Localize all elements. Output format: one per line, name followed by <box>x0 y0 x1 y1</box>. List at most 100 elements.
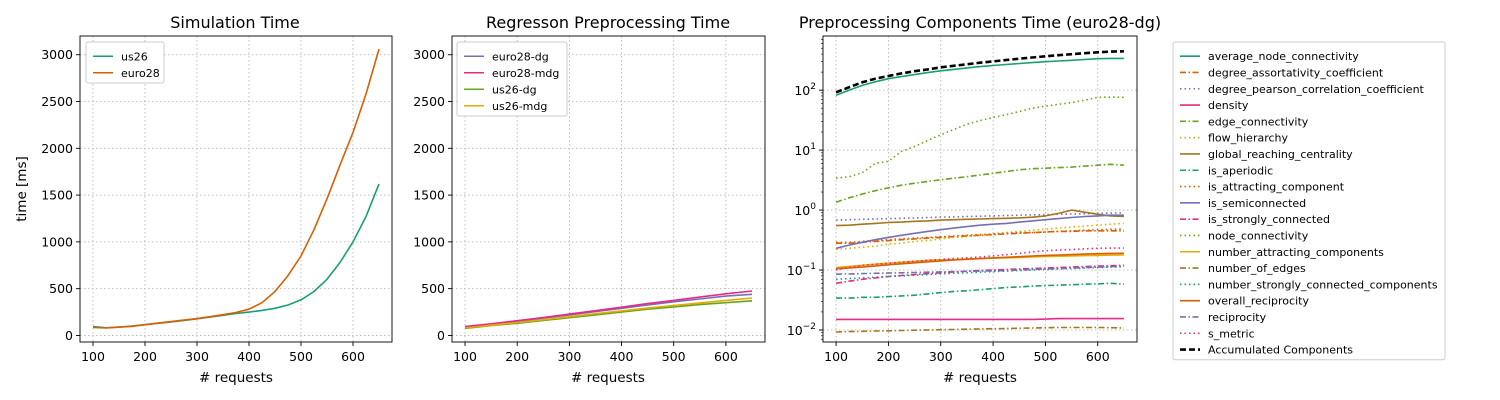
x-tick-label: 200 <box>133 349 157 364</box>
y-tick-label: 1000 <box>413 234 445 249</box>
y-tick-label: 100 <box>794 202 816 218</box>
y-tick-label: 1500 <box>41 188 73 203</box>
legend-label: euro28 <box>121 67 160 80</box>
plot-frame <box>79 35 393 343</box>
legend-label: overall_reciprocity <box>1208 295 1309 308</box>
y-tick-label: 1000 <box>41 234 73 249</box>
x-tick-label: 100 <box>824 349 848 364</box>
series-line-accumulated-components <box>835 50 1124 94</box>
y-tick-label: 500 <box>421 281 445 296</box>
legend-label: euro28-mdg <box>492 67 559 80</box>
x-tick-label: 400 <box>237 349 261 364</box>
series-line-is-strongly-connected <box>835 264 1124 285</box>
series-line-reciprocity <box>836 265 1124 275</box>
y-tick-label: 2500 <box>41 94 73 109</box>
series-line-is-semiconnected <box>835 214 1124 250</box>
y-tick-label: 2000 <box>41 141 73 156</box>
legend-label: global_reaching_centrality <box>1208 148 1353 161</box>
legend: us26 euro28 <box>85 41 165 84</box>
x-tick-label: 100 <box>81 349 105 364</box>
x-tick-label: 400 <box>610 349 634 364</box>
y-tick-label: 10−2 <box>787 322 816 338</box>
x-tick-label: 500 <box>1033 349 1057 364</box>
series-line-is-attracting-component <box>836 228 1124 244</box>
legend-label: degree_assortativity_coefficient <box>1208 66 1384 79</box>
series-line-euro28-mdg <box>464 290 753 328</box>
x-axis-label: # requests <box>943 370 1017 386</box>
x-tick-label: 600 <box>341 349 365 364</box>
x-tick-label: 300 <box>557 349 581 364</box>
y-tick-label: 3000 <box>41 47 73 62</box>
x-tick-label: 600 <box>714 349 738 364</box>
y-tick-label: 2500 <box>413 94 445 109</box>
chart-title: Regresson Preprocessing Time <box>486 13 730 32</box>
x-tick-label: 300 <box>185 349 209 364</box>
legend-label: s_metric <box>1208 327 1255 340</box>
y-tick-label: 102 <box>794 82 816 98</box>
y-axis-label: time [ms] <box>14 156 30 222</box>
series-line-average-node-connectivity <box>835 57 1124 97</box>
preprocessing-components-time-chart: Preprocessing Components Time (euro28-dg… <box>787 13 1446 386</box>
x-tick-label: 300 <box>929 349 953 364</box>
series-line-density <box>836 317 1124 321</box>
chart-title: Preprocessing Components Time (euro28-dg… <box>799 13 1161 32</box>
x-tick-label: 600 <box>1086 349 1110 364</box>
y-tick-label: 3000 <box>413 47 445 62</box>
legend-label: reciprocity <box>1208 311 1267 324</box>
y-tick-label: 0 <box>437 328 445 343</box>
series-line-degree-pearson-correlation-coefficient <box>836 212 1124 221</box>
chart-title: Simulation Time <box>170 13 299 32</box>
plot-frame <box>451 35 766 343</box>
series-line-global-reaching-centrality <box>836 209 1124 227</box>
legend-label: is_aperiodic <box>1208 164 1273 177</box>
legend-label: us26 <box>121 50 148 63</box>
legend-label: is_semiconnected <box>1208 197 1306 210</box>
legend-label: flow_hierarchy <box>1208 132 1289 145</box>
legend-label: degree_pearson_correlation_coefficient <box>1208 83 1425 96</box>
x-axis-label: # requests <box>571 370 645 386</box>
legend-label: number_strongly_connected_components <box>1208 278 1438 291</box>
regression-preprocessing-time-chart: Regresson Preprocessing Time 100 200 300 40… <box>413 13 766 386</box>
x-axis-label: # requests <box>199 370 273 386</box>
legend-label: average_node_connectivity <box>1208 50 1359 63</box>
series-line-node-connectivity <box>836 96 1124 179</box>
x-tick-label: 200 <box>876 349 900 364</box>
x-tick-label: 500 <box>662 349 686 364</box>
y-tick-label: 2000 <box>413 141 445 156</box>
y-tick-label: 101 <box>794 142 816 158</box>
legend: euro28-dg euro28-mdg us26-dg us26-mdg <box>456 41 568 117</box>
legend-label: edge_connectivity <box>1208 115 1309 128</box>
x-tick-label: 500 <box>289 349 313 364</box>
legend-label: Accumulated Components <box>1208 344 1353 357</box>
legend-label: us26-dg <box>492 83 537 96</box>
x-tick-label: 200 <box>505 349 529 364</box>
legend-label: density <box>1208 99 1249 112</box>
legend-label: number_of_edges <box>1208 262 1306 275</box>
y-tick-label: 500 <box>49 281 73 296</box>
legend-label: us26-mdg <box>492 100 547 113</box>
legend-frame <box>1172 41 1446 361</box>
y-tick-label: 10−1 <box>787 262 816 278</box>
series-line-flow-hierarchy <box>836 222 1124 251</box>
legend-label: euro28-dg <box>492 50 549 63</box>
x-tick-label: 100 <box>453 349 477 364</box>
legend-label: number_attracting_components <box>1208 246 1384 259</box>
legend-label: is_strongly_connected <box>1208 213 1330 226</box>
series-line-euro28 <box>92 48 380 329</box>
legend-label: node_connectivity <box>1208 229 1309 242</box>
plot-frame <box>822 35 1138 343</box>
series-line-us26-dg <box>464 300 753 330</box>
series-line-number-strongly-connected-components <box>836 266 1124 281</box>
y-tick-label: 1500 <box>413 188 445 203</box>
legend: average_node_connectivity degree_assortat… <box>1172 41 1446 361</box>
series-line-edge-connectivity <box>835 163 1124 203</box>
legend-frame <box>456 41 568 117</box>
series-line-number-of-edges <box>836 326 1124 333</box>
simulation-time-chart: Simulation Time 100 200 300 400 500 600 0 500 10… <box>14 13 393 386</box>
legend-label: is_attracting_component <box>1208 181 1345 194</box>
series-line-us26-mdg <box>464 297 753 329</box>
x-tick-label: 400 <box>981 349 1005 364</box>
series-line-overall-reciprocity <box>836 252 1124 270</box>
series-line-is-aperiodic <box>836 282 1124 299</box>
